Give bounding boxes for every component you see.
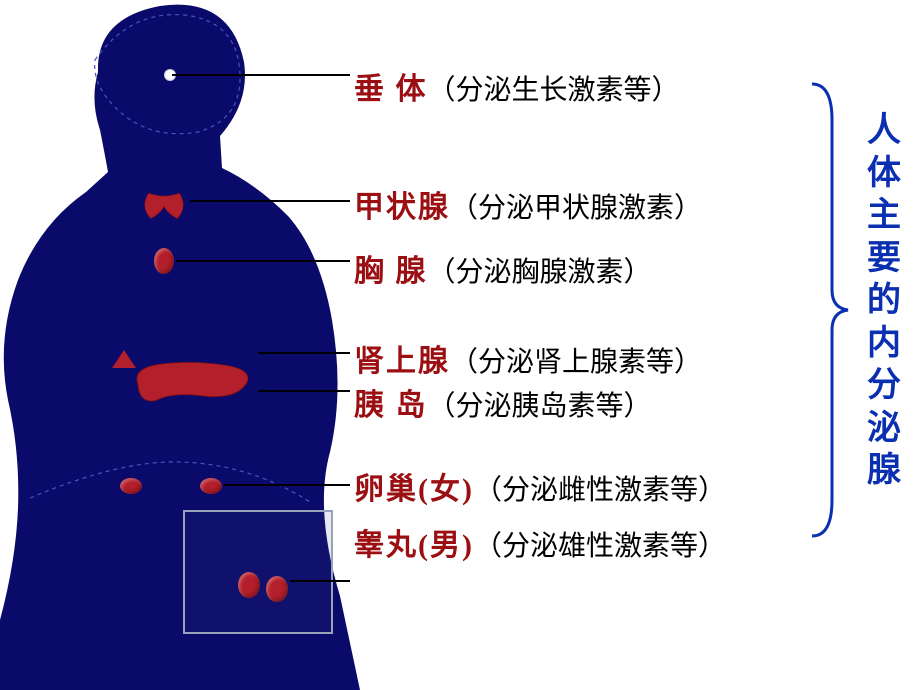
label-row-3: 肾上腺（分泌肾上腺素等） [354, 336, 702, 380]
gland-desc: （分泌生长激素等） [428, 68, 680, 108]
testis-left [238, 572, 260, 598]
leader-line-2 [176, 260, 350, 262]
diagram-canvas: 垂 体（分泌生长激素等）甲状腺（分泌甲状腺激素）胸 腺（分泌胸腺激素）肾上腺（分… [0, 0, 920, 690]
vtitle-char: 要 [867, 238, 901, 281]
gland-thymus [154, 248, 174, 274]
testis-right [266, 576, 288, 602]
gland-name: 卵巢(女) [354, 464, 474, 508]
vtitle-char: 腺 [867, 450, 901, 493]
label-row-4: 胰 岛（分泌胰岛素等） [354, 380, 652, 424]
vtitle-char: 主 [867, 195, 901, 238]
vertical-title: 人体主要的内分泌腺 [864, 110, 904, 493]
label-row-6: 睾丸(男)（分泌雄性激素等） [354, 520, 726, 564]
leader-line-6 [290, 580, 350, 582]
gland-name: 胰 岛 [354, 380, 428, 424]
gland-name: 肾上腺 [354, 336, 450, 380]
gland-desc: （分泌雄性激素等） [474, 524, 726, 564]
vtitle-char: 分 [867, 365, 901, 408]
leader-line-5 [224, 484, 350, 486]
gland-desc: （分泌甲状腺激素） [450, 186, 702, 226]
leader-line-4 [258, 390, 350, 392]
labels-column: 垂 体（分泌生长激素等）甲状腺（分泌甲状腺激素）胸 腺（分泌胸腺激素）肾上腺（分… [350, 0, 800, 690]
vtitle-char: 的 [867, 280, 901, 323]
vtitle-char: 内 [867, 323, 901, 366]
gland-name: 睾丸(男) [354, 520, 474, 564]
vtitle-char: 泌 [867, 408, 901, 451]
leader-line-3 [258, 352, 350, 354]
vtitle-char: 人 [867, 110, 901, 153]
label-row-2: 胸 腺（分泌胸腺激素） [354, 246, 652, 290]
gland-name: 胸 腺 [354, 246, 428, 290]
vtitle-char: 体 [867, 153, 901, 196]
gland-desc: （分泌雌性激素等） [474, 468, 726, 508]
brace [808, 80, 852, 540]
gland-desc: （分泌胸腺激素） [428, 250, 652, 290]
male-inset-box [183, 510, 333, 634]
gland-thyroid [140, 190, 188, 220]
leader-line-0 [172, 74, 350, 76]
label-row-5: 卵巢(女)（分泌雌性激素等） [354, 464, 726, 508]
gland-ovary_l [120, 478, 142, 494]
gland-name: 甲状腺 [354, 182, 450, 226]
gland-desc: （分泌肾上腺素等） [450, 340, 702, 380]
gland-pancreas [132, 360, 252, 404]
gland-name: 垂 体 [354, 64, 428, 108]
label-row-0: 垂 体（分泌生长激素等） [354, 64, 680, 108]
leader-line-1 [190, 200, 350, 202]
gland-desc: （分泌胰岛素等） [428, 384, 652, 424]
gland-ovary_r [200, 478, 222, 494]
label-row-1: 甲状腺（分泌甲状腺激素） [354, 182, 702, 226]
